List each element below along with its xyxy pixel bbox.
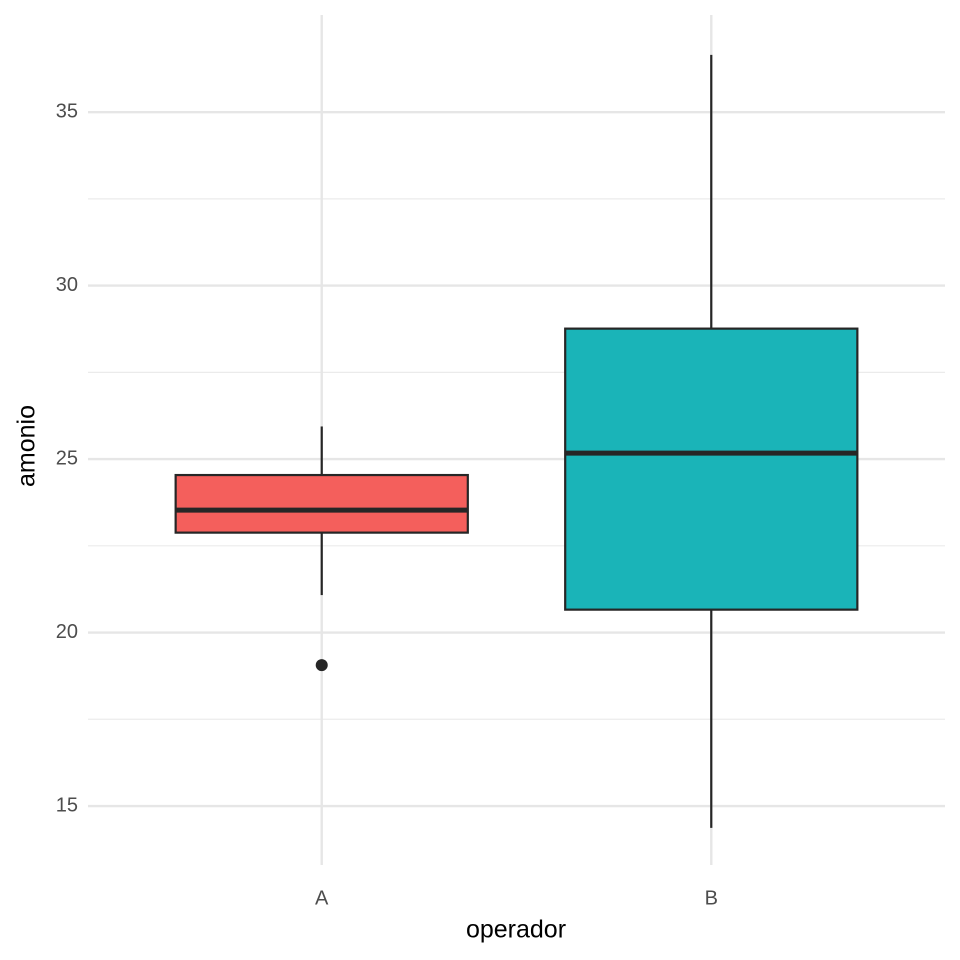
y-tick-label: 20 <box>56 621 78 643</box>
y-axis-title: amonio <box>13 405 41 487</box>
y-tick-label: 30 <box>56 274 78 296</box>
box <box>174 473 469 534</box>
x-axis-title: operador <box>466 916 566 944</box>
x-tick-label: A <box>315 887 329 909</box>
y-tick-label: 35 <box>56 100 78 122</box>
y-tick-label: 25 <box>56 447 78 469</box>
box <box>564 327 859 611</box>
outlier <box>315 659 328 672</box>
y-tick-label: 15 <box>56 794 78 816</box>
x-tick-label: B <box>705 887 718 909</box>
